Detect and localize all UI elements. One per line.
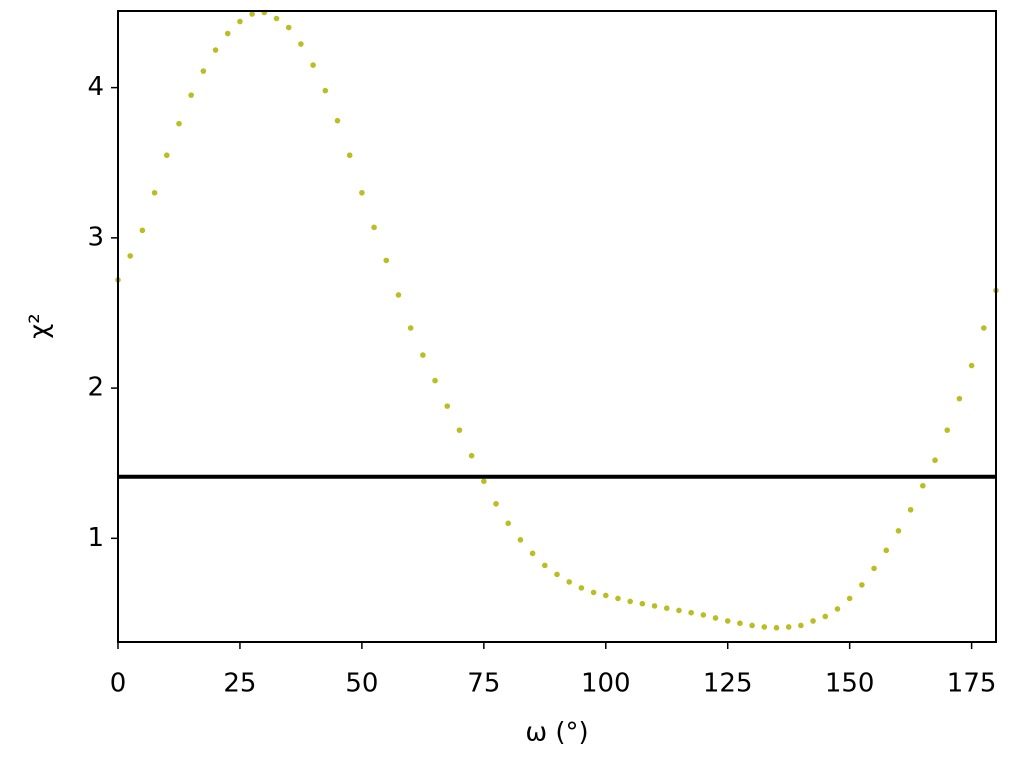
y-axis-label: χ² <box>25 313 55 338</box>
point <box>602 592 609 599</box>
point <box>371 224 377 231</box>
point <box>932 457 938 464</box>
point <box>432 377 438 384</box>
point <box>956 395 963 402</box>
point <box>407 325 414 331</box>
x-tick-label: 25 <box>223 669 256 699</box>
point <box>663 605 670 611</box>
point <box>554 571 560 578</box>
point <box>493 500 499 507</box>
point <box>724 618 731 624</box>
point <box>651 603 658 609</box>
x-tick-label: 150 <box>825 669 875 699</box>
point <box>505 520 512 527</box>
y-tick-label: 1 <box>87 523 104 553</box>
point <box>176 120 182 127</box>
point <box>249 11 255 17</box>
point <box>237 18 243 25</box>
point <box>639 600 646 607</box>
point <box>334 117 341 124</box>
point <box>542 562 548 569</box>
point <box>846 595 853 602</box>
point <box>285 24 292 31</box>
x-tick-label: 100 <box>581 669 631 699</box>
point <box>688 609 694 616</box>
point <box>773 624 780 631</box>
point <box>273 15 280 22</box>
point <box>456 427 463 433</box>
x-tick-label: 50 <box>345 669 378 699</box>
point <box>712 615 719 621</box>
point <box>346 152 353 159</box>
y-tick-label: 3 <box>87 222 104 252</box>
point <box>127 253 133 259</box>
point <box>359 189 365 196</box>
point <box>322 87 329 94</box>
point <box>761 624 768 630</box>
point <box>871 565 877 572</box>
point <box>615 595 621 602</box>
point <box>212 47 219 53</box>
point <box>224 30 231 37</box>
point <box>590 589 597 596</box>
x-tick-label: 0 <box>110 669 127 699</box>
point <box>737 620 743 627</box>
point <box>383 257 390 264</box>
point <box>298 41 304 47</box>
point <box>920 482 926 489</box>
point <box>163 152 170 159</box>
x-tick-label: 75 <box>467 669 500 699</box>
y-tick-label: 4 <box>87 72 104 102</box>
point <box>468 452 475 459</box>
point <box>798 622 804 629</box>
point <box>749 622 755 629</box>
point <box>517 537 524 543</box>
point <box>834 606 841 612</box>
point <box>785 624 792 630</box>
point <box>700 612 707 618</box>
point <box>395 292 402 298</box>
point <box>200 68 207 74</box>
point <box>566 579 572 585</box>
point <box>481 478 487 485</box>
point <box>968 362 975 369</box>
x-tick-label: 175 <box>947 669 997 699</box>
point <box>188 92 194 98</box>
point <box>444 403 451 409</box>
point <box>420 352 426 358</box>
point <box>529 550 536 557</box>
point <box>895 528 902 534</box>
point <box>907 506 914 513</box>
point <box>139 227 146 234</box>
point <box>578 585 585 591</box>
point <box>859 582 865 588</box>
point <box>944 427 951 433</box>
point <box>981 325 987 331</box>
point <box>810 618 816 624</box>
plot-frame <box>117 10 997 643</box>
point <box>151 189 158 196</box>
point <box>310 62 316 68</box>
x-tick-label: 125 <box>703 669 753 699</box>
point <box>627 598 633 605</box>
point <box>883 547 890 554</box>
point <box>676 607 682 614</box>
point <box>822 613 829 620</box>
y-tick-label: 2 <box>87 373 104 403</box>
x-axis-label: ω (°) <box>525 718 588 748</box>
